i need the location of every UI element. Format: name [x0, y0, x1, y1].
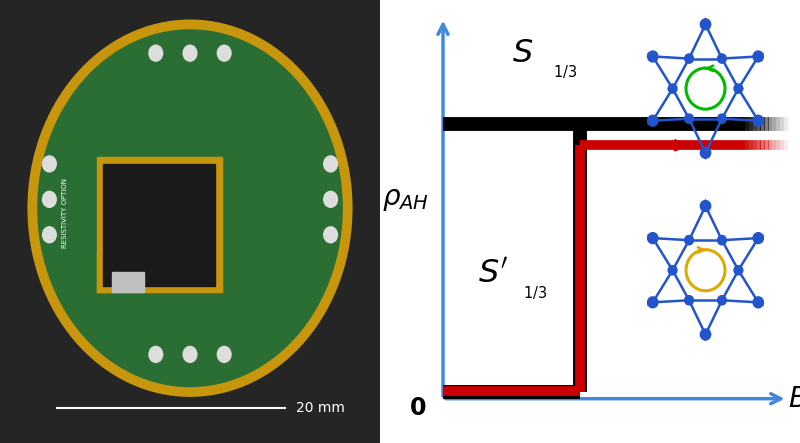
Circle shape: [324, 156, 338, 172]
Circle shape: [734, 266, 742, 275]
Circle shape: [700, 329, 710, 340]
Circle shape: [685, 295, 694, 305]
Text: 20 mm: 20 mm: [297, 400, 346, 415]
Circle shape: [183, 45, 197, 61]
Bar: [97, 157, 222, 292]
Circle shape: [647, 115, 658, 126]
Circle shape: [668, 84, 677, 93]
Circle shape: [700, 148, 710, 158]
Text: $\mathit{S}$: $\mathit{S}$: [512, 38, 534, 69]
Text: $B$: $B$: [788, 385, 800, 413]
Circle shape: [685, 236, 694, 245]
Text: $_{1/3}$: $_{1/3}$: [553, 61, 577, 81]
Circle shape: [218, 45, 231, 61]
Circle shape: [42, 156, 56, 172]
Circle shape: [753, 297, 763, 308]
Circle shape: [685, 54, 694, 63]
Text: $\mathit{S'}$: $\mathit{S'}$: [478, 259, 509, 290]
Circle shape: [718, 236, 726, 245]
Circle shape: [753, 115, 763, 126]
Circle shape: [718, 54, 726, 63]
Bar: [97, 253, 142, 292]
Circle shape: [647, 233, 658, 244]
Circle shape: [700, 201, 710, 211]
Circle shape: [734, 84, 742, 93]
Circle shape: [324, 227, 338, 243]
Circle shape: [183, 346, 197, 362]
Text: $_{1/3}$: $_{1/3}$: [523, 282, 548, 303]
Bar: [112, 272, 145, 292]
Circle shape: [718, 114, 726, 123]
Circle shape: [42, 191, 56, 207]
Circle shape: [753, 233, 763, 244]
Circle shape: [668, 266, 677, 275]
Circle shape: [218, 346, 231, 362]
Text: RESISTIVITY OPTION: RESISTIVITY OPTION: [62, 178, 67, 248]
Circle shape: [149, 45, 162, 61]
Circle shape: [42, 227, 56, 243]
Circle shape: [700, 19, 710, 30]
Bar: [102, 164, 214, 286]
Text: $\mathbf{0}$: $\mathbf{0}$: [409, 396, 426, 420]
Circle shape: [324, 191, 338, 207]
Circle shape: [753, 51, 763, 62]
Text: $\rho_{AH}$: $\rho_{AH}$: [382, 185, 429, 214]
Circle shape: [718, 295, 726, 305]
Circle shape: [685, 114, 694, 123]
Circle shape: [149, 346, 162, 362]
Circle shape: [647, 297, 658, 308]
Circle shape: [32, 24, 348, 392]
Circle shape: [647, 51, 658, 62]
